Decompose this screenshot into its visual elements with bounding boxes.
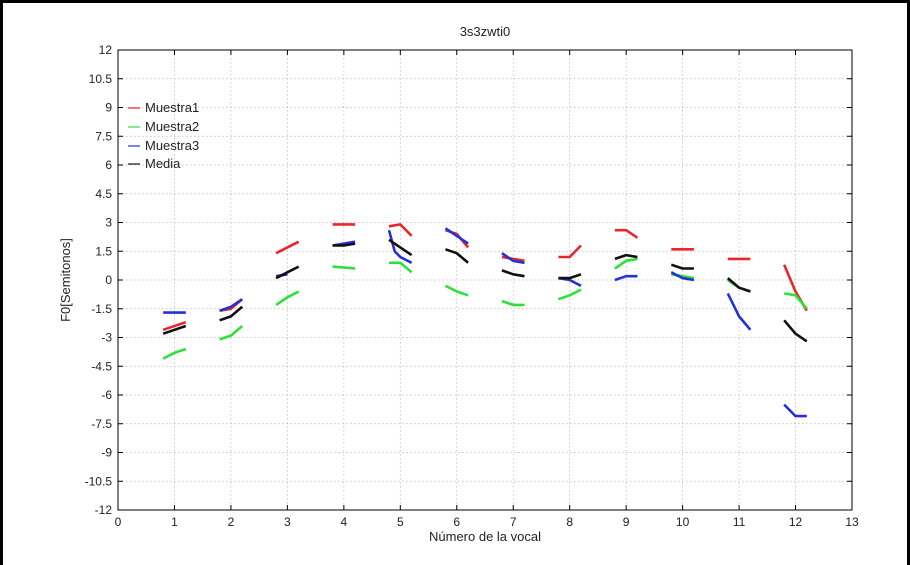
muestra1-segment-vocal-5 [388, 223, 413, 237]
y-tick-label: 0 [105, 273, 112, 287]
y-tick-label: -6 [101, 388, 112, 402]
muestra2-segment-vocal-9 [614, 257, 638, 270]
media-segment-vocal-5 [388, 238, 413, 257]
y-tick-label: -9 [101, 446, 112, 460]
y-tick-label: -3 [101, 331, 112, 345]
muestra1-segment-vocal-7 [501, 255, 525, 263]
series-media [162, 238, 808, 343]
series-muestra2 [162, 257, 808, 360]
muestra1-segment-vocal-9 [614, 228, 639, 239]
muestra2-segment-vocal-8 [557, 288, 582, 301]
y-axis-label: F0[Semitonos] [58, 238, 73, 322]
legend-label-muestra1: Muestra1 [145, 100, 199, 115]
muestra2-segment-vocal-3 [275, 290, 300, 306]
legend-label-muestra2: Muestra2 [145, 119, 199, 134]
plot-box [117, 49, 853, 511]
y-tick-label: 1.5 [95, 244, 112, 258]
x-tick-label: 11 [733, 515, 746, 529]
media-segment-vocal-6 [445, 248, 469, 264]
muestra2-segment-vocal-6 [444, 284, 469, 297]
media-segment-vocal-3 [275, 265, 300, 280]
y-tick-label: -7.5 [91, 417, 112, 431]
x-tick-label: 3 [284, 515, 291, 529]
x-tick-label: 7 [510, 515, 517, 529]
x-tick-label: 12 [789, 515, 803, 529]
muestra1-segment-vocal-1 [162, 320, 187, 332]
media-segment-vocal-1 [162, 324, 187, 335]
x-tick-label: 5 [397, 515, 404, 529]
legend-label-muestra3: Muestra3 [145, 138, 199, 153]
y-tick-label: 3 [105, 216, 112, 230]
muestra2-segment-vocal-1 [162, 347, 187, 360]
muestra1-segment-vocal-8 [558, 244, 582, 259]
media-segment-vocal-4 [332, 242, 356, 247]
muestra3-segment-vocal-7 [501, 252, 525, 265]
chart-title: 3s3zwti0 [460, 24, 511, 39]
x-tick-label: 2 [228, 515, 235, 529]
y-tick-label: 9 [105, 101, 112, 115]
x-tick-label: 4 [341, 515, 348, 529]
y-tick-label: 12 [99, 43, 113, 57]
series-lines [162, 223, 808, 418]
axis-ticks: 0 1 2 3 4 5 6 7 8 9 10 11 12 13-12-10.5-9-7.5-6-4.5-3… [85, 43, 859, 529]
muestra3-segment-vocal-9 [614, 274, 638, 282]
muestra2-segment-vocal-4 [332, 265, 356, 270]
media-segment-vocal-9 [614, 253, 638, 261]
media-segment-vocal-12 [783, 319, 808, 343]
muestra1-segment-vocal-3 [275, 240, 300, 255]
y-tick-label: -10.5 [85, 474, 113, 488]
grid [118, 50, 852, 510]
muestra2-segment-vocal-5 [389, 261, 413, 274]
y-tick-label: -12 [95, 503, 113, 517]
x-tick-label: 0 [115, 515, 122, 529]
x-tick-label: 8 [566, 515, 573, 529]
y-tick-label: 4.5 [95, 187, 112, 201]
x-tick-label: 6 [453, 515, 460, 529]
y-tick-label: 6 [105, 158, 112, 172]
legend: Muestra1 Muestra2 Muestra3 Media [128, 100, 199, 171]
media-segment-vocal-2 [219, 305, 244, 322]
x-tick-label: 1 [171, 515, 178, 529]
media-segment-vocal-8 [558, 273, 582, 280]
plot-background [118, 50, 852, 510]
muestra3-segment-vocal-10 [670, 271, 695, 282]
muestra3-segment-vocal-11 [726, 292, 752, 331]
y-tick-label: 10.5 [89, 72, 113, 86]
y-tick-label: 7.5 [95, 129, 112, 143]
x-tick-label: 9 [623, 515, 630, 529]
muestra3-segment-vocal-12 [783, 403, 807, 418]
y-tick-label: -4.5 [91, 359, 112, 373]
media-segment-vocal-11 [726, 277, 751, 293]
x-tick-label: 13 [845, 515, 859, 529]
muestra3-segment-vocal-2 [219, 298, 243, 312]
media-segment-vocal-7 [501, 269, 525, 278]
y-tick-label: -1.5 [91, 302, 112, 316]
muestra3-segment-vocal-6 [444, 227, 469, 245]
legend-label-media: Media [145, 156, 181, 171]
x-tick-label: 10 [676, 515, 690, 529]
muestra2-segment-vocal-7 [501, 299, 525, 307]
muestra2-segment-vocal-12 [783, 292, 808, 310]
x-axis-label: Número de la vocal [429, 529, 541, 544]
muestra2-segment-vocal-2 [219, 325, 244, 341]
media-segment-vocal-10 [670, 263, 694, 270]
